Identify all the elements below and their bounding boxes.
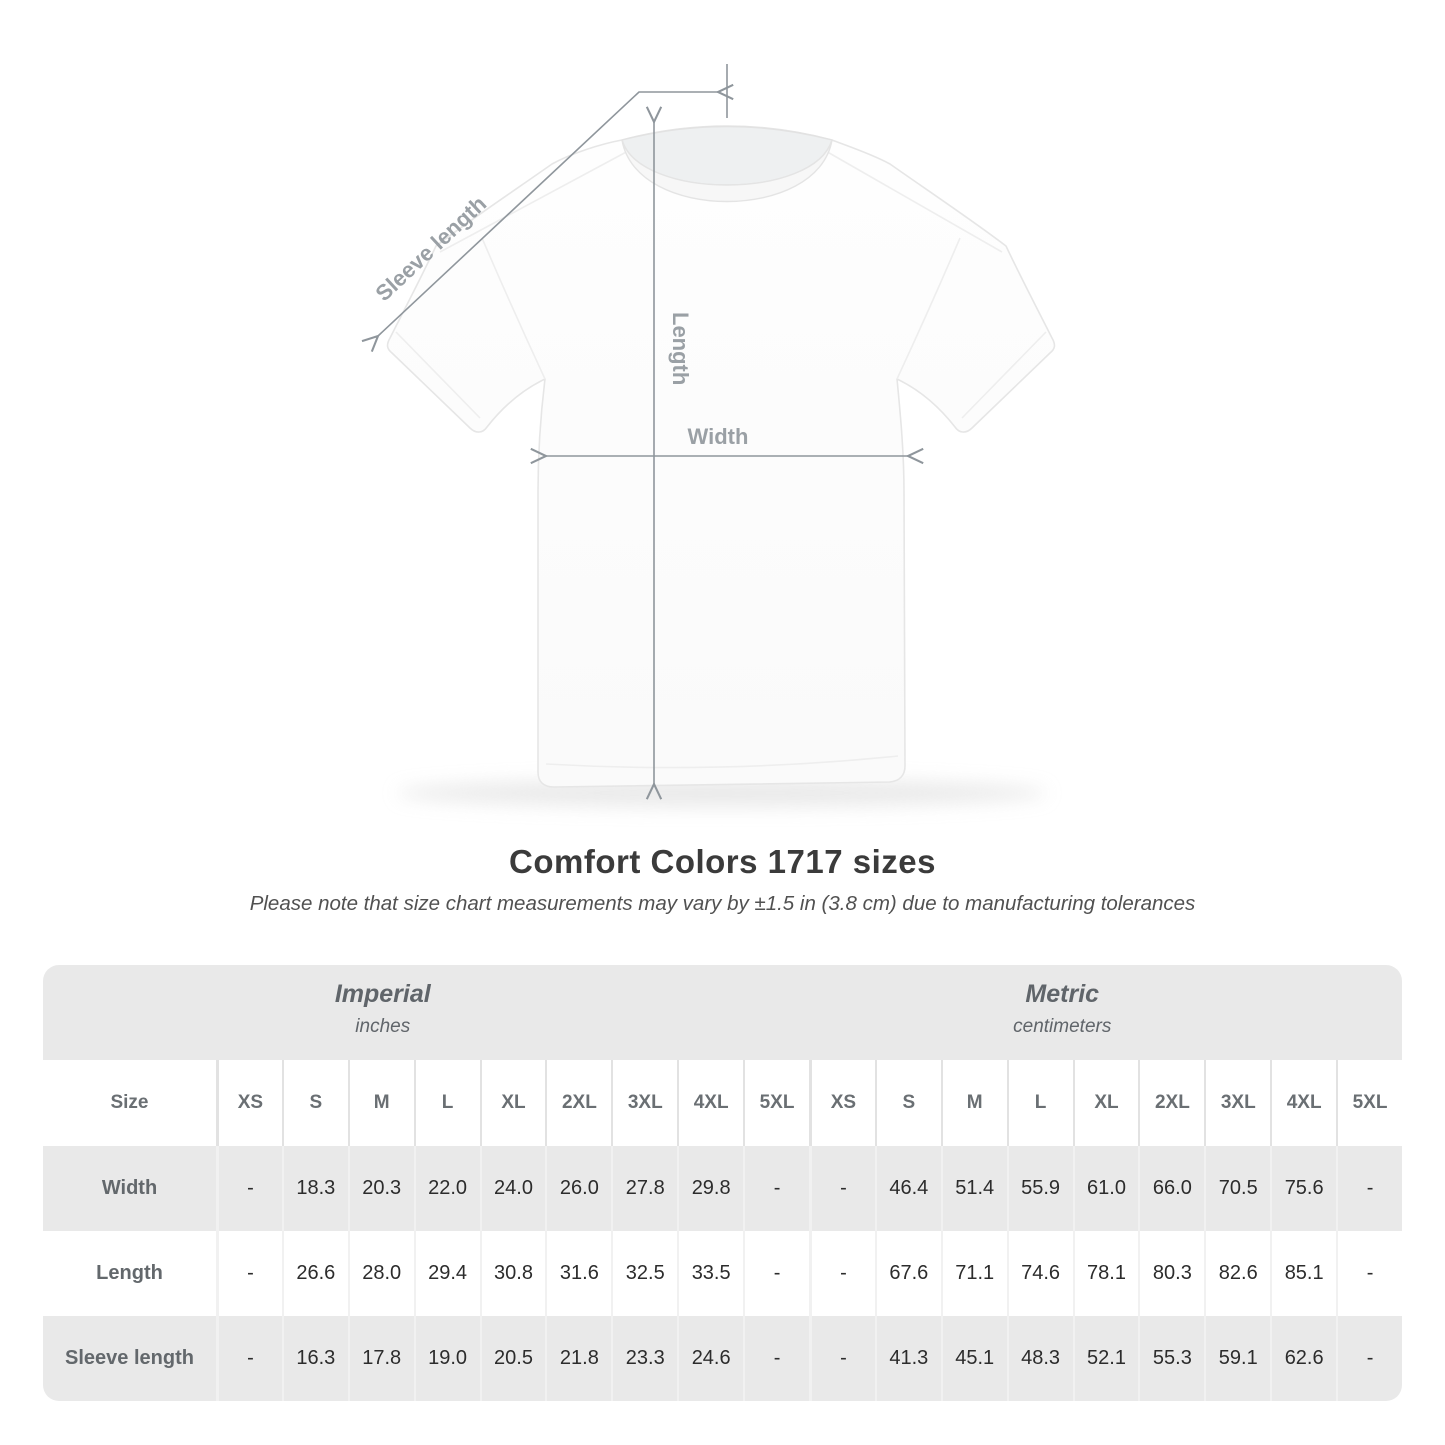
size-col-header: L	[413, 1060, 480, 1146]
size-value-cell: 75.6	[1270, 1146, 1337, 1231]
size-value-cell: 45.1	[940, 1316, 1007, 1401]
size-col-header: 4XL	[1270, 1060, 1336, 1146]
size-value-cell: -	[808, 1316, 875, 1401]
size-value-cell: 29.8	[677, 1146, 744, 1231]
size-value-cell: 27.8	[611, 1146, 678, 1231]
size-value-cell: 33.5	[677, 1231, 743, 1316]
size-col-header: XS	[216, 1060, 282, 1146]
size-value-cell: 26.0	[545, 1146, 612, 1231]
size-value-cell: 78.1	[1072, 1231, 1139, 1316]
metric-unit-label: centimeters	[1013, 1016, 1112, 1037]
size-value-cell: 52.1	[1072, 1316, 1139, 1401]
size-value-cell: -	[1336, 1146, 1402, 1231]
size-col-header: XL	[1072, 1060, 1139, 1146]
size-value-cell: -	[808, 1231, 875, 1316]
size-value-cell: 61.0	[1072, 1146, 1139, 1231]
size-value-cell: 71.1	[940, 1231, 1007, 1316]
size-value-cell: 29.4	[413, 1231, 480, 1316]
size-value-cell: 59.1	[1204, 1316, 1271, 1401]
size-value-cell: 82.6	[1204, 1231, 1270, 1316]
size-value-cell: 31.6	[545, 1231, 611, 1316]
size-value-cell: 74.6	[1006, 1231, 1073, 1316]
size-value-cell: 51.4	[940, 1146, 1007, 1231]
size-value-cell: 26.6	[281, 1231, 348, 1316]
size-col-header: XS	[808, 1060, 875, 1146]
page-title: Comfort Colors 1717 sizes	[509, 843, 936, 880]
size-value-cell: -	[1336, 1316, 1402, 1401]
unit-group-band: Imperial inches Metric centimeters	[43, 965, 1402, 1060]
sleeve-length-arrow	[378, 92, 718, 336]
size-value-cell: 24.0	[479, 1146, 546, 1231]
row-label: Width	[43, 1146, 216, 1231]
size-value-cell: -	[1336, 1231, 1402, 1316]
tshirt-measurement-diagram: Sleeve length Length Width	[0, 64, 1056, 807]
size-col-header: 5XL	[743, 1060, 809, 1146]
size-value-cell: 18.3	[281, 1146, 348, 1231]
size-value-cell: 55.3	[1138, 1316, 1205, 1401]
size-grid: Size XS S M L XL 2XL 3XL 4XL 5XL XS S M L XL 2XL 3XL 4XL 5…	[43, 1060, 1402, 1401]
size-value-cell: 20.3	[347, 1146, 414, 1231]
size-value-cell: 28.0	[347, 1231, 414, 1316]
size-col-header: XL	[479, 1060, 546, 1146]
tshirt-figure-svg: Sleeve length Length Width	[0, 64, 1056, 807]
size-value-cell: 22.0	[413, 1146, 480, 1231]
size-col-header: M	[940, 1060, 1007, 1146]
size-value-cell: -	[743, 1316, 809, 1401]
size-col-header: 3XL	[611, 1060, 677, 1146]
size-value-cell: -	[808, 1146, 875, 1231]
size-col-header: 2XL	[545, 1060, 611, 1146]
size-value-cell: 17.8	[347, 1316, 414, 1401]
size-value-cell: 85.1	[1270, 1231, 1336, 1316]
length-label: Length	[668, 312, 693, 385]
size-value-cell: -	[743, 1146, 809, 1231]
size-value-cell: -	[743, 1231, 809, 1316]
size-value-cell: -	[216, 1316, 282, 1401]
tolerance-note: Please note that size chart measurements…	[249, 892, 1196, 915]
size-grid-wrap: Size XS S M L XL 2XL 3XL 4XL 5XL XS S M L XL 2XL 3XL 4XL 5…	[43, 1060, 1402, 1401]
size-col-header: L	[1006, 1060, 1073, 1146]
imperial-group-header: Imperial inches	[43, 978, 723, 1040]
row-label: Sleeve length	[43, 1316, 216, 1401]
size-value-cell: 24.6	[677, 1316, 744, 1401]
size-value-cell: 70.5	[1204, 1146, 1271, 1231]
size-col-header: 3XL	[1204, 1060, 1270, 1146]
imperial-label: Imperial	[334, 980, 431, 1008]
row-label: Length	[96, 1262, 163, 1284]
size-value-cell: 41.3	[874, 1316, 941, 1401]
size-value-cell: 48.3	[1006, 1316, 1073, 1401]
size-value-cell: -	[216, 1146, 282, 1231]
size-table: Imperial inches Metric centimeters Size X…	[43, 965, 1402, 1401]
size-col-header: 2XL	[1138, 1060, 1204, 1146]
size-value-cell: 66.0	[1138, 1146, 1205, 1231]
size-col-header: S	[874, 1060, 941, 1146]
size-value-cell: 46.4	[874, 1146, 941, 1231]
size-value-cell: 32.5	[611, 1231, 677, 1316]
size-corner-header: Size	[110, 1092, 149, 1113]
size-col-header: M	[347, 1060, 414, 1146]
size-col-header: S	[281, 1060, 348, 1146]
size-value-cell: 67.6	[874, 1231, 941, 1316]
size-value-cell: 62.6	[1270, 1316, 1337, 1401]
size-value-cell: 23.3	[611, 1316, 678, 1401]
size-col-header: 5XL	[1336, 1060, 1402, 1146]
size-value-cell: 80.3	[1138, 1231, 1204, 1316]
metric-group-header: Metric centimeters	[723, 978, 1403, 1040]
size-value-cell: 55.9	[1006, 1146, 1073, 1231]
size-value-cell: 19.0	[413, 1316, 480, 1401]
metric-label: Metric	[1025, 980, 1100, 1008]
size-col-header: 4XL	[677, 1060, 743, 1146]
size-value-cell: 21.8	[545, 1316, 612, 1401]
size-value-cell: -	[216, 1231, 282, 1316]
size-value-cell: 30.8	[479, 1231, 546, 1316]
size-value-cell: 20.5	[479, 1316, 546, 1401]
width-label: Width	[688, 424, 749, 449]
imperial-unit-label: inches	[355, 1016, 411, 1037]
size-value-cell: 16.3	[281, 1316, 348, 1401]
